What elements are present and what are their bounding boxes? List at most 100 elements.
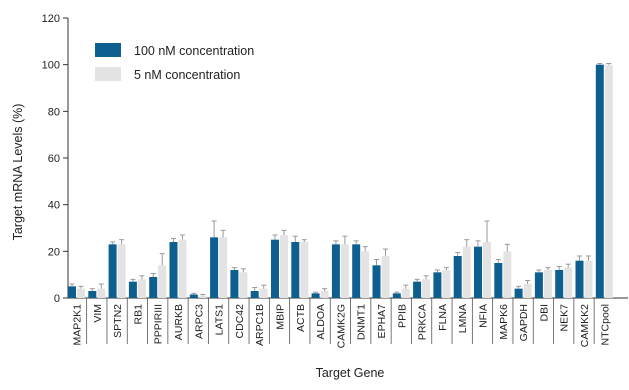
bar-100nm xyxy=(189,294,198,298)
bar-5nm xyxy=(584,260,593,298)
bar-100nm xyxy=(128,281,137,298)
bar-100nm xyxy=(311,293,320,298)
bar-5nm xyxy=(361,251,370,298)
x-tick-label: DBI xyxy=(538,304,550,322)
bar-5nm xyxy=(219,237,228,298)
bar-5nm xyxy=(137,279,146,298)
legend: 100 nM concentration 5 nM concentration xyxy=(95,43,254,82)
y-tick-label: 100 xyxy=(42,60,60,72)
bar-5nm xyxy=(503,251,512,298)
bar-100nm xyxy=(68,286,76,298)
y-tick-label: 80 xyxy=(48,106,60,118)
x-tick-label: NEK7 xyxy=(559,304,571,332)
bar-100nm xyxy=(291,242,300,298)
bar-5nm xyxy=(239,272,248,298)
bar-5nm xyxy=(158,265,167,298)
y-tick-label: 60 xyxy=(48,153,60,165)
x-axis-title: Target Gene xyxy=(316,366,385,380)
x-tick-label: GAPDH xyxy=(518,304,530,341)
legend-swatch-5nm xyxy=(95,67,121,81)
bar-100nm xyxy=(453,256,462,298)
y-ticks: 0 20 40 60 80 100 120 xyxy=(42,13,68,305)
x-tick-label: SPTN2 xyxy=(112,304,124,338)
bar-5nm xyxy=(300,242,309,298)
x-tick-label: FLNA xyxy=(437,304,449,331)
bar-5nm xyxy=(320,291,329,298)
bar-100nm xyxy=(595,64,604,299)
bar-100nm xyxy=(555,270,564,298)
bar-100nm xyxy=(413,281,422,298)
y-tick-label: 40 xyxy=(48,200,60,212)
x-tick-label: NTCpool xyxy=(599,304,611,345)
bar-100nm xyxy=(108,244,117,298)
x-tick-label: LATS1 xyxy=(214,304,226,335)
bar-5nm xyxy=(340,244,349,298)
x-tick-label: PPIB xyxy=(396,304,408,328)
bars xyxy=(68,64,613,299)
y-tick-label: 20 xyxy=(48,246,60,258)
legend-swatch-100nm xyxy=(95,43,121,57)
x-tick-label: DNMT1 xyxy=(356,304,368,340)
bar-5nm xyxy=(543,270,552,298)
x-tick-label: RB1 xyxy=(132,304,144,325)
bar-5nm xyxy=(564,267,573,298)
x-tick-label: CAMK2G xyxy=(335,304,347,348)
bar-5nm xyxy=(259,288,268,298)
bar-5nm xyxy=(117,244,126,298)
bar-100nm xyxy=(494,263,503,298)
bar-100nm xyxy=(250,291,259,298)
legend-label-100nm: 100 nM concentration xyxy=(134,44,254,58)
x-tick-label: ALDOA xyxy=(315,304,327,340)
bar-100nm xyxy=(575,260,584,298)
bar-5nm xyxy=(442,270,451,298)
x-tick-label: NFIA xyxy=(478,304,490,328)
bar-5nm xyxy=(198,295,207,298)
bar-100nm xyxy=(372,265,381,298)
bar-100nm xyxy=(433,272,442,298)
x-tick-label: PPPIRIII xyxy=(153,304,165,344)
bar-5nm xyxy=(401,288,410,298)
bar-100nm xyxy=(514,288,523,298)
bar-100nm xyxy=(271,239,279,298)
x-tick-label: ACTB xyxy=(295,304,307,332)
x-tick-label: ARPC3 xyxy=(193,304,205,339)
x-tick-label: PRKCA xyxy=(417,304,429,340)
bar-100nm xyxy=(534,272,543,298)
bar-5nm xyxy=(523,284,532,298)
x-tick-label: CDC42 xyxy=(234,304,246,339)
bar-5nm xyxy=(178,239,187,298)
bar-5nm xyxy=(97,288,106,298)
bar-100nm xyxy=(392,293,401,298)
bar-100nm xyxy=(210,237,219,298)
y-axis-title: Target mRNA Levels (%) xyxy=(11,104,25,241)
x-tick-label: CAMKK2 xyxy=(579,304,591,347)
x-tick-label: MAP2K1 xyxy=(72,304,84,346)
x-tick-label: LMNA xyxy=(457,304,469,333)
x-tick-label: ARPC1B xyxy=(254,304,266,346)
x-tick-label: VIM xyxy=(92,304,104,323)
bar-5nm xyxy=(280,235,288,298)
bar-100nm xyxy=(352,244,361,298)
x-tick-labels: MAP2K1 VIM SPTN2 RB1 PPPIRIII AURKB ARPC3 LATS1… xyxy=(72,304,612,349)
bar-100nm xyxy=(149,277,158,298)
bar-5nm xyxy=(483,242,491,298)
bar-100nm xyxy=(331,244,340,298)
y-tick-label: 0 xyxy=(54,293,60,305)
bar-100nm xyxy=(230,270,239,298)
bar-5nm xyxy=(604,64,613,299)
x-tick-label: AURKB xyxy=(173,304,185,340)
x-tick-label: MBIP xyxy=(275,304,287,330)
x-tick-label: MAPK6 xyxy=(498,304,510,340)
bar-5nm xyxy=(77,288,85,298)
x-tick-label: EPHA7 xyxy=(376,304,388,339)
bar-5nm xyxy=(422,279,431,298)
legend-label-5nm: 5 nM concentration xyxy=(134,68,240,82)
bar-5nm xyxy=(462,246,471,298)
bar-100nm xyxy=(474,246,482,298)
y-tick-label: 120 xyxy=(42,13,60,25)
bar-100nm xyxy=(169,242,178,298)
bar-5nm xyxy=(381,256,390,298)
error-bars xyxy=(69,63,612,296)
